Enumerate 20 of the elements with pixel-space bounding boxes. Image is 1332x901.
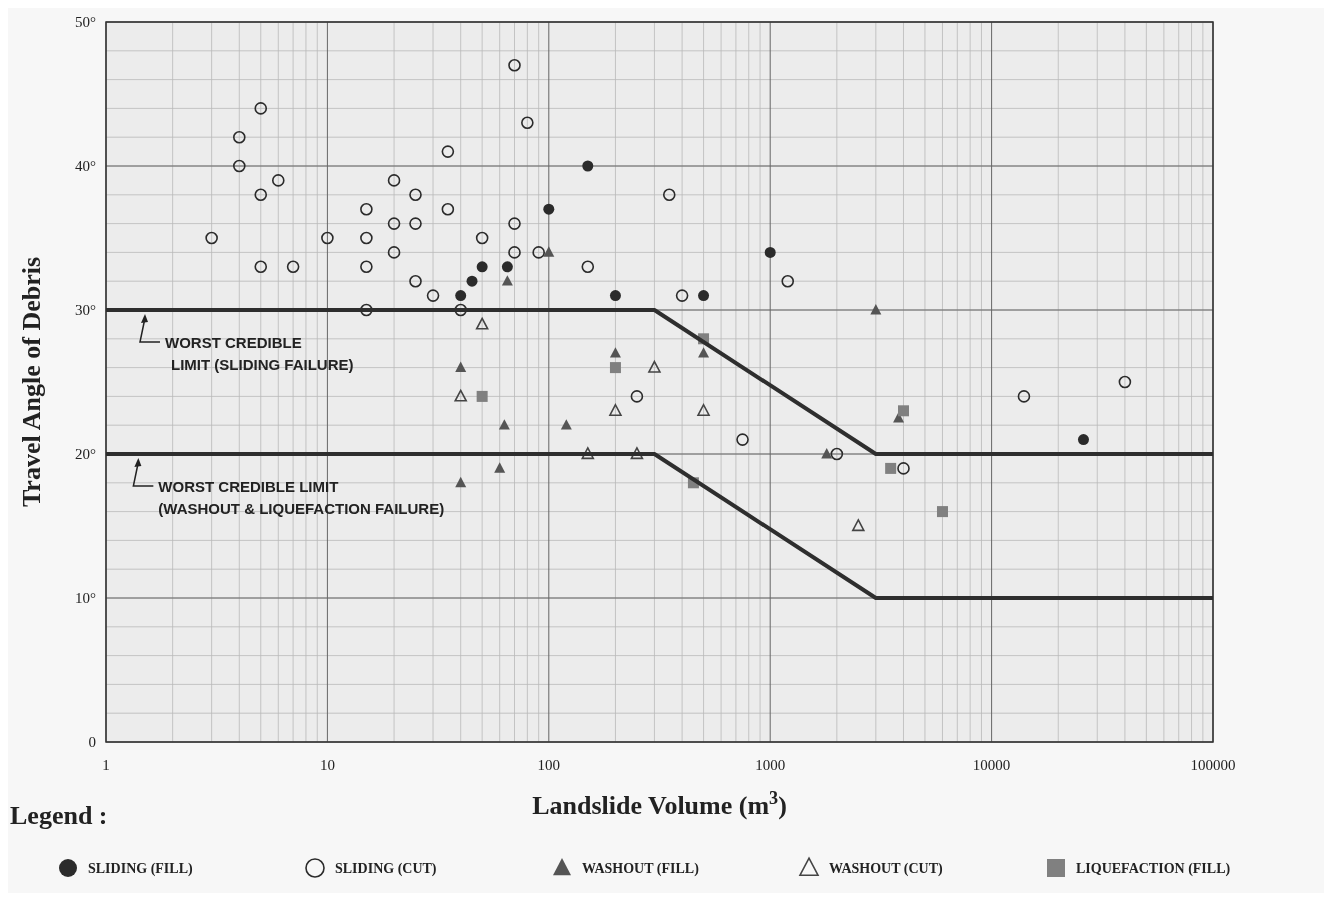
x-tick-label: 10000 <box>972 757 1011 773</box>
x-tick-label: 1 <box>102 757 110 773</box>
x-tick-label: 10 <box>319 757 335 773</box>
y-tick-label: 50° <box>75 14 96 30</box>
y-tick-label: 10° <box>75 590 96 606</box>
legend-label: SLIDING (FILL) <box>88 861 193 877</box>
y-tick-label: 40° <box>75 158 96 174</box>
y-axis-title: Travel Angle of Debris <box>17 256 46 508</box>
legend-label: SLIDING (CUT) <box>335 861 437 877</box>
x-tick-label: 1000 <box>755 757 786 773</box>
y-tick-label: 30° <box>75 302 96 318</box>
legend-label: WASHOUT (FILL) <box>582 861 700 877</box>
legend-title: Legend : <box>10 801 108 830</box>
y-tick-label: 0 <box>88 734 96 750</box>
legend-label: WASHOUT (CUT) <box>829 861 944 877</box>
x-tick-label: 100 <box>537 757 561 773</box>
x-tick-label: 100000 <box>1190 757 1236 773</box>
x-axis-title: Landslide Volume (m$^{3}$) <box>532 788 787 820</box>
legend-label: LIQUEFACTION (FILL) <box>1076 861 1231 877</box>
y-tick-label: 20° <box>75 446 96 462</box>
